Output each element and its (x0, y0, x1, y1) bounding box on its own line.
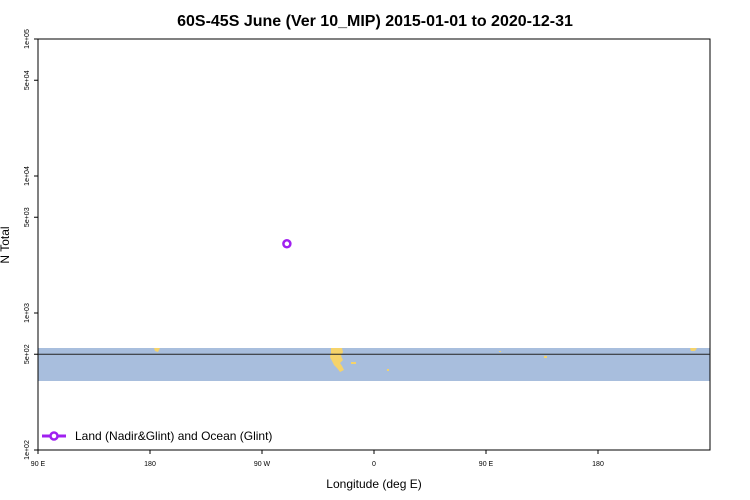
falklands-islands (351, 362, 356, 364)
chart-title: 60S-45S June (Ver 10_MIP) 2015-01-01 to … (177, 13, 573, 30)
x-tick-label: 90 W (254, 461, 271, 468)
y-axis: 1e+02 5e+02 1e+03 5e+03 1e+04 5e+04 1e+05 (24, 29, 38, 460)
legend-label: Land (Nadir&Glint) and Ocean (Glint) (75, 429, 272, 443)
x-tick-label: 180 (144, 461, 156, 468)
x-tick-label: 0 (372, 461, 376, 468)
x-tick-label: 180 (592, 461, 604, 468)
y-axis-title: N Total (0, 226, 12, 263)
plot-frame (37, 38, 711, 451)
data-points (282, 239, 292, 249)
y-tick-label: 1e+03 (24, 303, 31, 323)
south-georgia-island (387, 369, 389, 371)
kerguelen-island (544, 356, 547, 358)
y-tick-label: 1e+04 (24, 166, 31, 186)
tasmania-land (690, 348, 697, 351)
x-tick-label: 90 E (479, 461, 494, 468)
y-tick-label: 1e+02 (24, 440, 31, 460)
x-axis-title: Longitude (deg E) (326, 477, 421, 491)
legend: Land (Nadir&Glint) and Ocean (Glint) (42, 429, 272, 443)
y-tick-label: 5e+03 (24, 207, 31, 227)
x-tick-label: 90 E (31, 461, 46, 468)
x-axis: 90 E 180 90 W 0 90 E 180 (31, 450, 604, 468)
small-island (499, 351, 501, 352)
y-tick-label: 1e+05 (24, 29, 31, 49)
ocean-band (38, 348, 710, 381)
y-tick-label: 5e+02 (24, 344, 31, 364)
legend-marker (49, 431, 59, 441)
data-point (282, 239, 292, 249)
new-zealand-land (154, 348, 160, 352)
y-tick-label: 5e+04 (24, 70, 31, 90)
